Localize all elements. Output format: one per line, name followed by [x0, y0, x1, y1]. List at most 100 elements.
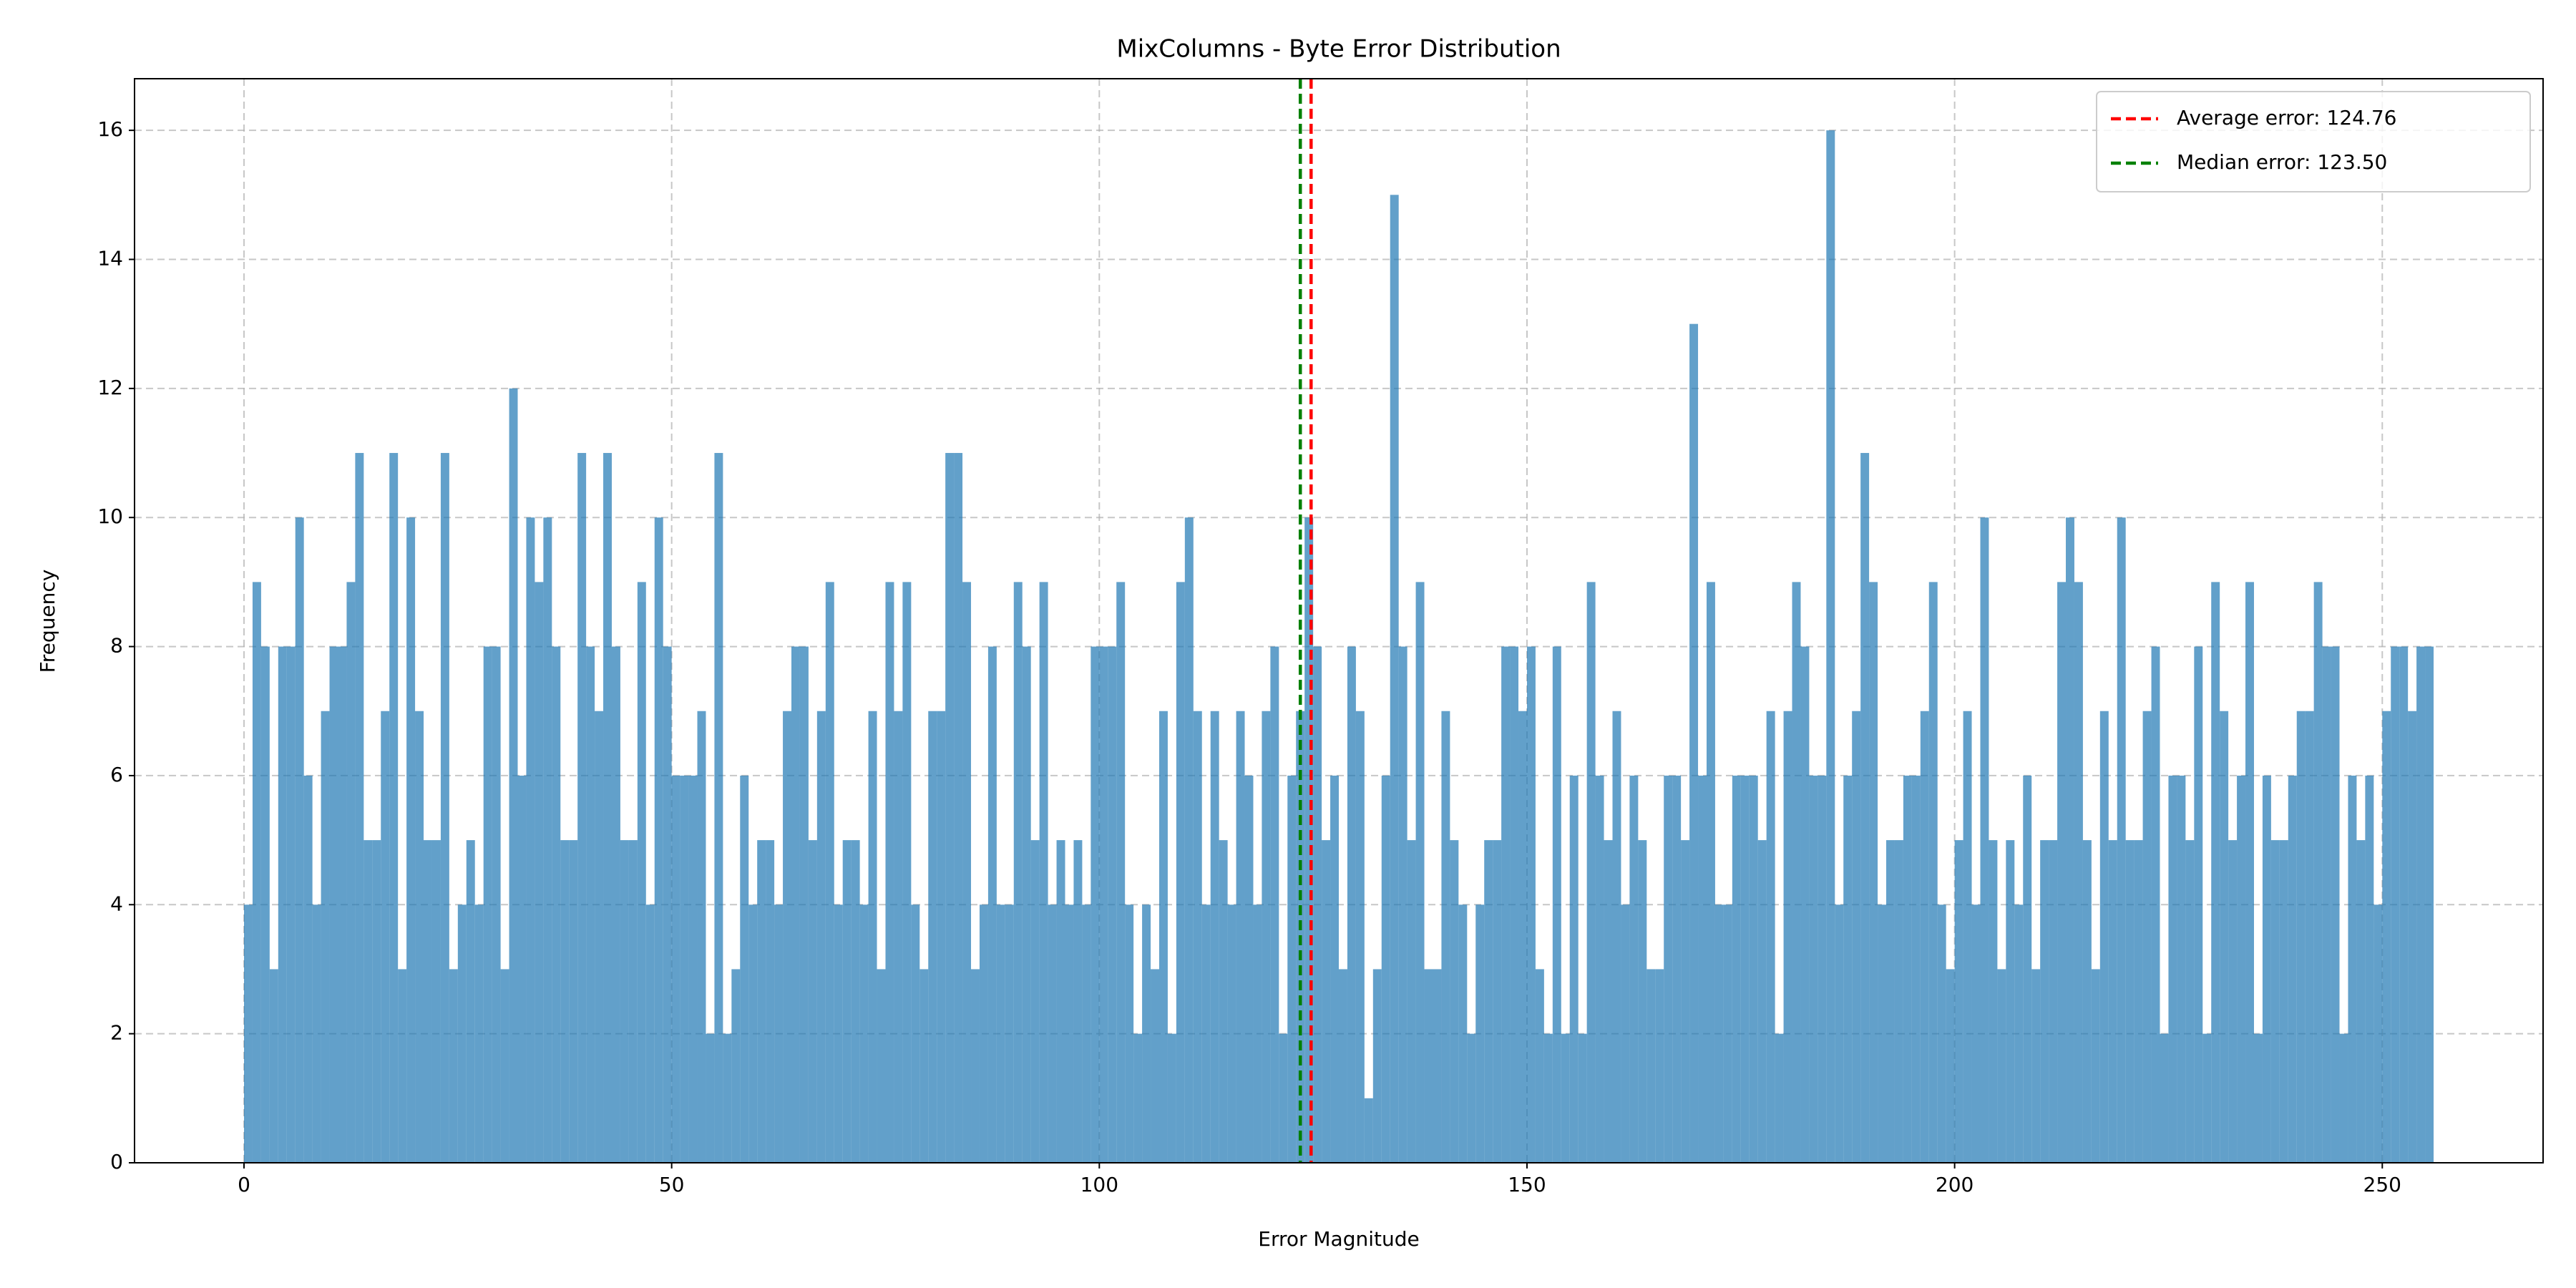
bar — [2425, 646, 2434, 1163]
bar — [252, 582, 261, 1163]
bar — [637, 582, 646, 1163]
y-tick-label: 8 — [110, 634, 123, 658]
bar — [1757, 840, 1767, 1163]
bar — [1158, 711, 1168, 1163]
bar — [1689, 323, 1699, 1163]
bar — [1638, 840, 1647, 1163]
y-tick-label: 12 — [97, 376, 123, 399]
bar — [1706, 582, 1715, 1163]
bar — [1612, 711, 1621, 1163]
y-tick-label: 0 — [110, 1150, 123, 1174]
bar — [2099, 711, 2109, 1163]
bar — [945, 453, 955, 1163]
bar — [1681, 840, 1690, 1163]
bar — [509, 388, 518, 1163]
bar — [2031, 969, 2041, 1163]
bar — [1766, 711, 1775, 1163]
bar — [834, 904, 843, 1163]
bar — [2305, 711, 2314, 1163]
bar — [1954, 840, 1963, 1163]
bar — [706, 1033, 715, 1163]
bar — [2091, 969, 2100, 1163]
bar — [1322, 840, 1331, 1163]
bar — [1946, 969, 1955, 1163]
bar — [954, 453, 963, 1163]
bar — [295, 517, 304, 1163]
bar — [483, 646, 492, 1163]
bar — [2168, 775, 2177, 1163]
bar — [1415, 582, 1425, 1163]
chart-title: MixColumns - Byte Error Distribution — [1116, 35, 1561, 64]
bar — [1629, 775, 1639, 1163]
bar — [1201, 904, 1211, 1163]
bar — [260, 646, 270, 1163]
y-tick-label: 2 — [110, 1021, 123, 1045]
x-tick-label: 150 — [1508, 1173, 1546, 1196]
bar — [406, 517, 416, 1163]
bar — [2220, 711, 2229, 1163]
bar — [1381, 775, 1390, 1163]
bar — [1604, 840, 1613, 1163]
bar — [971, 969, 980, 1163]
bar — [2082, 840, 2092, 1163]
bar — [1886, 840, 1895, 1163]
bar — [2391, 646, 2400, 1163]
bar — [1826, 130, 1835, 1163]
bar — [2237, 775, 2246, 1163]
bar — [1552, 646, 1561, 1163]
bar — [1775, 1033, 1784, 1163]
bar — [1561, 1033, 1570, 1163]
bar — [1347, 646, 1356, 1163]
bar — [919, 969, 929, 1163]
bar — [714, 453, 723, 1163]
bar — [1176, 582, 1185, 1163]
bar — [757, 840, 766, 1163]
bar — [1740, 775, 1750, 1163]
bar — [791, 646, 800, 1163]
bar — [1997, 969, 2006, 1163]
bar — [2348, 775, 2357, 1163]
bar — [1800, 646, 1810, 1163]
bar — [1818, 775, 1827, 1163]
bar — [663, 646, 672, 1163]
bar — [492, 646, 501, 1163]
bar — [1339, 969, 1347, 1163]
bar — [1911, 775, 1921, 1163]
bar — [1133, 1033, 1143, 1163]
bar — [2202, 1033, 2212, 1163]
bar — [1698, 775, 1707, 1163]
bar — [1543, 1033, 1553, 1163]
bar — [808, 840, 817, 1163]
bar — [415, 711, 424, 1163]
bar — [748, 904, 758, 1163]
bar — [671, 775, 680, 1163]
bar — [996, 904, 1005, 1163]
bar — [1475, 904, 1485, 1163]
bar — [2160, 1033, 2169, 1163]
bar — [962, 582, 972, 1163]
bar — [1450, 840, 1459, 1163]
bar — [535, 582, 544, 1163]
bar — [1048, 904, 1057, 1163]
bar — [2023, 775, 2032, 1163]
y-tick-label: 4 — [110, 892, 123, 915]
bar — [1167, 1033, 1176, 1163]
bar — [1262, 711, 1271, 1163]
bar — [1313, 646, 1322, 1163]
bar — [2373, 904, 2383, 1163]
bar — [654, 517, 663, 1163]
bar — [1937, 904, 1946, 1163]
bar — [688, 775, 698, 1163]
bar — [364, 840, 373, 1163]
bar — [1279, 1033, 1288, 1163]
bar — [1022, 646, 1031, 1163]
bar — [680, 775, 689, 1163]
bar — [799, 646, 809, 1163]
bar — [2313, 582, 2323, 1163]
bar — [1569, 775, 1579, 1163]
bar — [1989, 840, 1998, 1163]
bar — [431, 840, 441, 1163]
bar — [1963, 711, 1972, 1163]
bar — [851, 840, 860, 1163]
bar — [1108, 646, 1117, 1163]
